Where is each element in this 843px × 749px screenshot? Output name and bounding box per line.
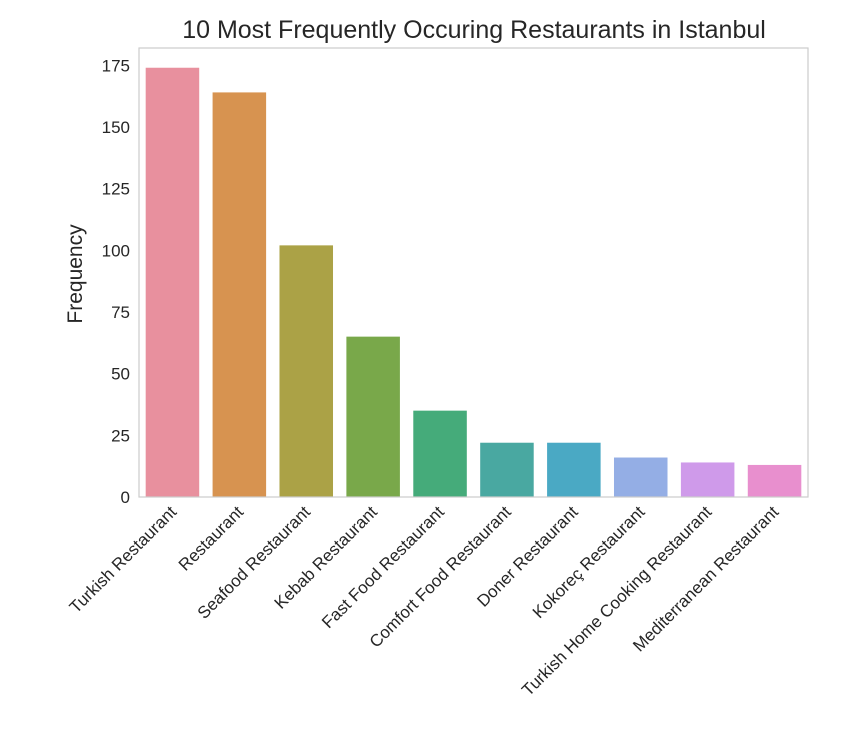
y-axis-label: Frequency <box>64 224 87 324</box>
bar-kebab-restaurant <box>346 336 400 497</box>
y-tick-label: 175 <box>102 56 130 75</box>
y-tick-labels: 0 25 50 75 100 125 150 175 <box>102 56 130 507</box>
x-tick-label: Fast Food Restaurant <box>318 502 448 632</box>
y-tick-label: 125 <box>102 180 130 199</box>
y-tick-label: 150 <box>102 118 130 137</box>
bar-turkish-home-cooking-restaurant <box>680 462 735 497</box>
bar-comfort-food-restaurant <box>480 442 534 497</box>
bar-kokore-restaurant <box>613 457 668 497</box>
bar-turkish-restaurant <box>145 67 200 497</box>
bar-restaurant <box>212 92 267 498</box>
bar-doner-restaurant <box>547 442 601 497</box>
chart-title: 10 Most Frequently Occuring Restaurants … <box>182 16 766 44</box>
y-tick-label: 50 <box>111 365 130 384</box>
bar-fast-food-restaurant <box>413 410 467 497</box>
x-tick-label: Kokoreç Restaurant <box>529 502 649 622</box>
bars-group <box>145 67 802 498</box>
y-tick-label: 25 <box>111 426 130 445</box>
y-tick-label: 100 <box>102 241 130 260</box>
y-tick-label: 75 <box>111 303 130 322</box>
x-tick-label: Seafood Restaurant <box>194 502 315 623</box>
x-tick-label: Restaurant <box>175 502 247 574</box>
y-tick-label: 0 <box>121 488 130 507</box>
bar-seafood-restaurant <box>279 245 334 497</box>
plot-area-frame <box>138 47 809 498</box>
bar-mediterranean-restaurant <box>747 464 802 497</box>
x-tick-label: Turkish Restaurant <box>66 502 181 617</box>
